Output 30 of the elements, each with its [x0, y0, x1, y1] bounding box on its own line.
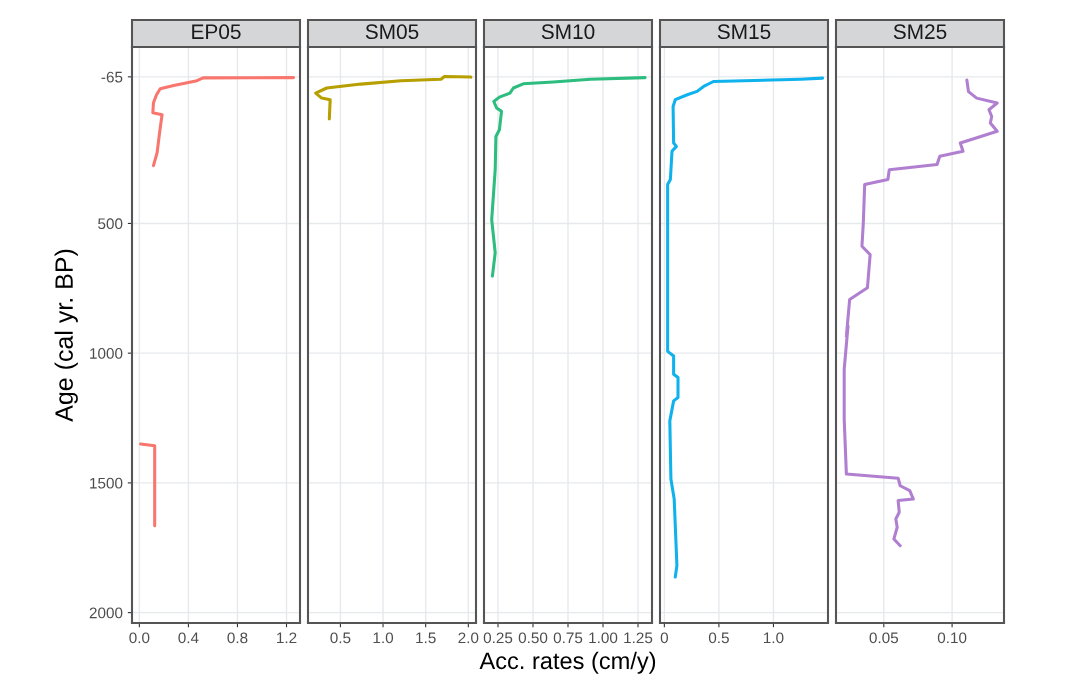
x-tick-label: 0.0 [129, 632, 150, 644]
y-tick-label: -65 [101, 71, 123, 83]
x-tick-label: 1.0 [764, 632, 784, 644]
x-tick-label: 0.05 [869, 632, 899, 644]
chart-title: SM25 [893, 24, 947, 40]
chart-title: SM05 [365, 24, 419, 40]
x-tick-label: 0.5 [330, 632, 351, 644]
chart-title: SM15 [717, 24, 771, 40]
x-tick-label: 0.8 [227, 632, 248, 644]
x-tick-label: 1.25 [624, 632, 653, 644]
y-tick-label: 1000 [90, 348, 123, 359]
x-tick-label: 0.5 [708, 632, 729, 644]
y-tick-label: 2000 [89, 607, 123, 619]
x-tick-label: 0.25 [483, 632, 513, 644]
x-tick-label: 2.0 [458, 632, 479, 644]
x-tick-label: 0 [660, 632, 669, 644]
x-tick-label: 0.10 [937, 632, 967, 644]
x-tick-label: 0.4 [178, 632, 199, 644]
y-axis-title: Age (cal yr. BP) [54, 249, 78, 422]
x-tick-label: 0.50 [518, 632, 548, 644]
chart-title: SM10 [541, 24, 595, 40]
x-axis-title: Acc. rates (cm/y) [479, 651, 656, 674]
chart-title: EP05 [192, 24, 241, 40]
x-tick-label: 0.75 [553, 632, 583, 644]
x-tick-label: 1.00 [589, 632, 618, 644]
x-tick-label: 1.2 [277, 632, 297, 644]
x-tick-label: 1.0 [373, 632, 394, 644]
y-tick-label: 500 [98, 218, 123, 230]
x-tick-label: 1.5 [416, 632, 436, 644]
y-tick-label: 1500 [90, 477, 123, 489]
